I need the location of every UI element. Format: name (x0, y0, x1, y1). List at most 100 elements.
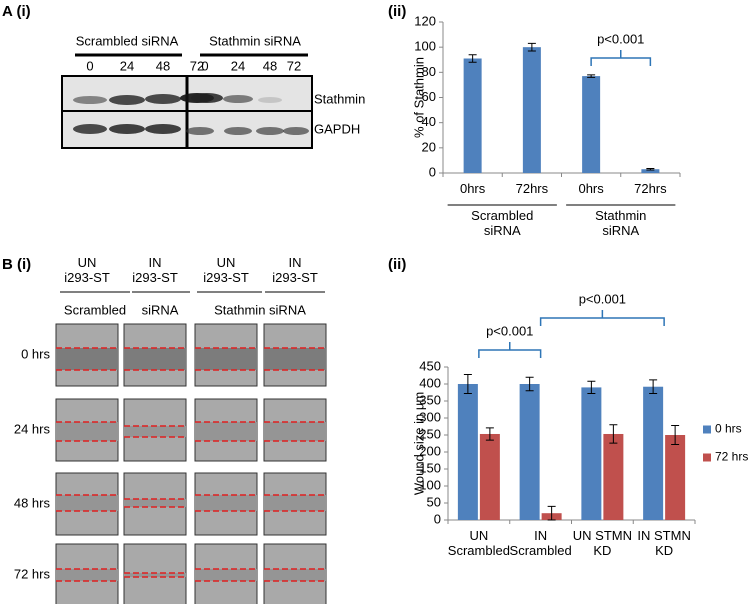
error-bar (527, 42, 536, 52)
wound-gap (195, 495, 257, 511)
wound-group: Scrambled (64, 302, 126, 317)
band-label: Stathmin (314, 91, 365, 106)
lane-label: 0 (201, 58, 208, 73)
error-bar (463, 373, 472, 395)
group-label: Stathmin siRNA (595, 208, 647, 238)
bar (522, 47, 541, 173)
wound-gap (124, 499, 186, 507)
y-tick-label: 50 (427, 494, 441, 509)
error-bar (649, 379, 658, 395)
blot-group: Stathmin siRNA (209, 33, 301, 48)
blot (61, 75, 313, 149)
y-tick-label: 120 (414, 13, 436, 28)
error-bar (485, 427, 494, 441)
condition-label: UN i293-ST (203, 255, 249, 285)
wound-gap (124, 348, 186, 370)
x-tick-label: UN Scrambled (447, 528, 510, 558)
y-tick-label: 0 (429, 164, 436, 179)
y-tick-label: 40 (422, 114, 436, 129)
lane-label: 72 (287, 58, 301, 73)
x-tick-label: UN STMN KD (572, 528, 632, 558)
wound-gap (264, 348, 326, 370)
legend-label: 72 hrs (715, 450, 748, 464)
lane-label: 48 (263, 58, 277, 73)
bracket (590, 50, 652, 66)
bar (643, 386, 664, 520)
wound-gap (124, 573, 186, 577)
lane-label: 72 (190, 58, 204, 73)
bar (457, 384, 478, 520)
panel-label: (ii) (388, 3, 406, 20)
lane-label: 0 (86, 58, 93, 73)
y-axis-label: % of Stathmin (411, 57, 426, 138)
x-tick-label: 0hrs (459, 181, 486, 196)
x-tick-label: IN Scrambled (509, 528, 572, 558)
error-bar (525, 376, 534, 392)
condition-label: IN i293-ST (132, 255, 178, 285)
y-axis-label: Wound size in µm (411, 392, 426, 495)
time-label: 48 hrs (14, 495, 51, 510)
y-tick-label: 400 (419, 375, 441, 390)
wound-gap (195, 422, 257, 441)
bar (641, 169, 660, 173)
legend-swatch (703, 453, 711, 462)
bar (479, 433, 500, 520)
annotation: p<0.001 (597, 31, 644, 46)
bar (603, 433, 624, 520)
y-tick-label: 450 (419, 358, 441, 373)
wound-gap (56, 569, 118, 581)
y-tick-label: 60 (422, 89, 436, 104)
time-label: 0 hrs (21, 346, 50, 361)
y-tick-label: 20 (422, 139, 436, 154)
y-tick-label: 100 (414, 39, 436, 54)
wound-gap (264, 569, 326, 581)
legend-swatch (703, 425, 711, 434)
error-bar (646, 167, 655, 171)
y-tick-label: 100 (419, 477, 441, 492)
condition-label: UN i293-ST (64, 255, 110, 285)
bracket (478, 342, 542, 358)
error-bar (587, 380, 596, 395)
x-tick-label: 72hrs (634, 181, 667, 196)
lane-label: 24 (231, 58, 245, 73)
lane-label: 48 (156, 58, 170, 73)
lane-label: 24 (120, 58, 134, 73)
y-tick-label: 0 (434, 511, 441, 526)
y-tick-label: 200 (419, 443, 441, 458)
panel-label: B (i) (2, 256, 31, 273)
x-tick-label: IN STMN KD (637, 528, 691, 558)
error-bar (609, 424, 618, 444)
error-bar (587, 74, 596, 78)
blot-group: Scrambled siRNA (76, 33, 179, 48)
panel-label: (ii) (388, 256, 406, 273)
wound-gap (264, 422, 326, 441)
wound-gap (264, 495, 326, 511)
bracket (539, 310, 665, 326)
group-label: Scrambled siRNA (471, 208, 534, 238)
bar (665, 435, 686, 520)
wound-group: Stathmin siRNA (214, 302, 306, 317)
x-tick-label: 0hrs (578, 181, 604, 196)
y-tick-label: 80 (422, 64, 436, 79)
y-tick-label: 350 (419, 392, 441, 407)
error-bar (468, 54, 477, 63)
y-tick-label: 250 (419, 426, 441, 441)
bar (463, 58, 482, 173)
time-label: 24 hrs (14, 421, 51, 436)
annotation: p<0.001 (579, 291, 626, 306)
error-bar (547, 505, 556, 521)
y-tick-label: 300 (419, 409, 441, 424)
wound-gap (56, 348, 118, 370)
y-tick-label: 150 (419, 460, 441, 475)
legend-label: 0 hrs (715, 422, 742, 436)
annotation: p<0.001 (486, 323, 533, 338)
wound-group: siRNA (142, 302, 179, 317)
x-tick-label: 72hrs (515, 181, 549, 196)
wound-gap (195, 348, 257, 370)
error-bar (671, 424, 680, 446)
wound-gap (124, 426, 186, 437)
bar (581, 387, 602, 520)
wound-gap (195, 569, 257, 581)
